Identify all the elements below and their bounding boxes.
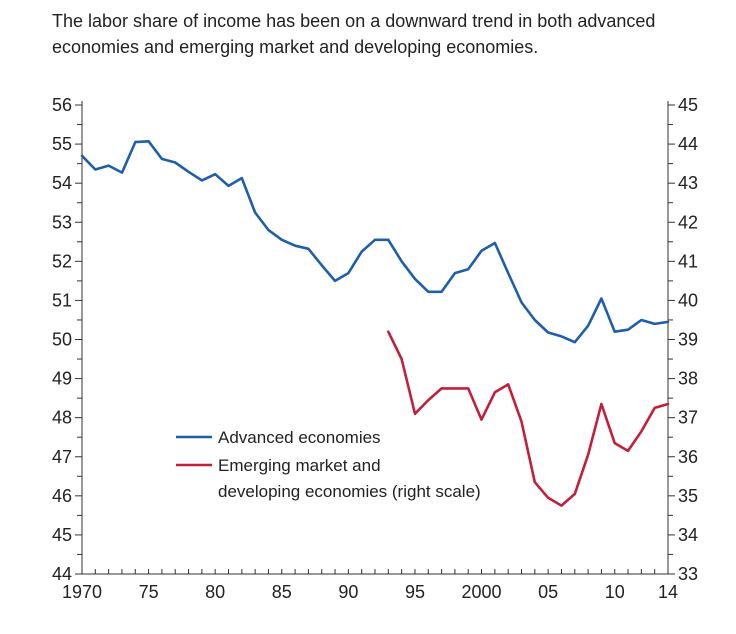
right-y-tick-label: 36 — [678, 447, 698, 467]
x-tick-label: 1970 — [62, 582, 102, 602]
x-tick-label: 80 — [205, 582, 225, 602]
right-y-tick-label: 38 — [678, 369, 698, 389]
legend-label: Advanced economies — [218, 428, 381, 447]
left-y-tick-label: 55 — [52, 134, 72, 154]
right-y-tick-label: 43 — [678, 173, 698, 193]
series-line-advanced-economies — [80, 140, 670, 344]
x-tick-label: 85 — [272, 582, 292, 602]
axes: 44 45 46 47 48 49 50 51 52 53 54 55 56 33 34 35 36 37 38 39… — [52, 95, 698, 602]
x-tick-label: 10 — [605, 582, 625, 602]
left-y-tick-label: 51 — [52, 290, 72, 310]
x-tick-label: 05 — [538, 582, 558, 602]
right-y-tick-label: 37 — [678, 408, 698, 428]
right-y-tick-label: 39 — [678, 330, 698, 350]
legend: Advanced economies Emerging market and dev… — [176, 428, 481, 501]
left-y-tick-label: 54 — [52, 173, 72, 193]
left-y-tick-label: 53 — [52, 212, 72, 232]
x-tick-label: 2000 — [462, 582, 502, 602]
legend-item-advanced-economies: Advanced economies — [176, 428, 381, 447]
right-y-tick-label: 45 — [678, 95, 698, 115]
right-y-tick-label: 33 — [678, 564, 698, 584]
chart-title: The labor share of income has been on a … — [52, 11, 656, 57]
right-y-tick-label: 40 — [678, 290, 698, 310]
right-y-tick-label: 42 — [678, 212, 698, 232]
right-y-tick-label: 44 — [678, 134, 698, 154]
right-y-tick-label: 34 — [678, 525, 698, 545]
legend-label: developing economies (right scale) — [218, 482, 481, 501]
right-y-tick-label: 35 — [678, 486, 698, 506]
right-y-tick-label: 41 — [678, 251, 698, 271]
left-y-tick-label: 48 — [52, 408, 72, 428]
legend-item-emerging-market: Emerging market and developing economies … — [176, 456, 481, 501]
left-y-tick-label: 47 — [52, 447, 72, 467]
left-y-tick-label: 52 — [52, 251, 72, 271]
left-y-tick-label: 44 — [52, 564, 72, 584]
x-tick-label: 95 — [405, 582, 425, 602]
left-y-tick-label: 56 — [52, 95, 72, 115]
series-lines — [80, 140, 670, 507]
series-line-emerging-market — [386, 330, 670, 507]
left-y-tick-label: 45 — [52, 525, 72, 545]
x-tick-label: 90 — [338, 582, 358, 602]
left-y-tick-label: 46 — [52, 486, 72, 506]
left-y-tick-label: 50 — [52, 330, 72, 350]
x-tick-label: 75 — [139, 582, 159, 602]
x-tick-label: 14 — [658, 582, 678, 602]
left-y-tick-label: 49 — [52, 369, 72, 389]
legend-label: Emerging market and — [218, 456, 381, 475]
